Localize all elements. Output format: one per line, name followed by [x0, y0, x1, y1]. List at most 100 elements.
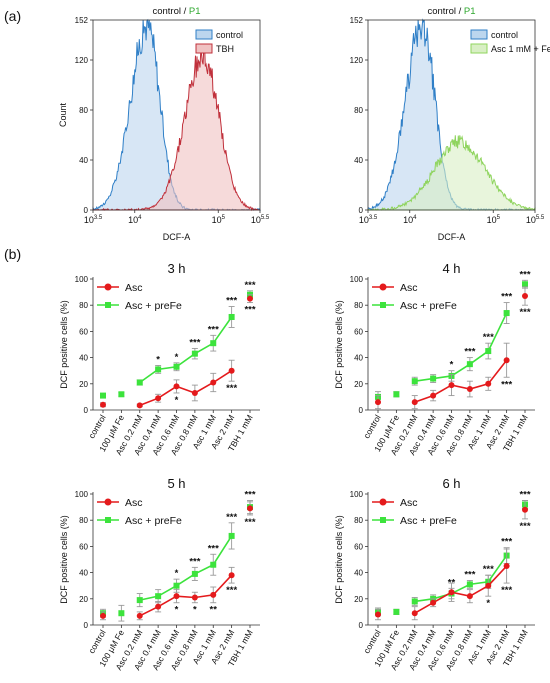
y-tick-label: 40 — [354, 569, 363, 578]
legend-asc-marker — [104, 498, 112, 506]
y-tick-label: 80 — [79, 106, 88, 115]
legend-label: control — [491, 30, 518, 40]
significance-marker: *** — [208, 543, 219, 554]
title-gate: P1 — [189, 6, 201, 17]
y-tick-label: 0 — [84, 621, 89, 630]
legend-asc-marker — [104, 283, 112, 291]
y-tick-label: 152 — [75, 16, 89, 25]
asc-point — [466, 386, 473, 393]
prefe-point — [466, 581, 473, 588]
x-tick-label: 105 — [212, 215, 226, 225]
legend-prefe-label: Asc + preFe — [125, 300, 182, 312]
significance-marker: * — [486, 598, 490, 609]
y-tick-label: 60 — [354, 542, 363, 551]
legend-swatch — [195, 29, 213, 40]
significance-marker: *** — [226, 296, 237, 307]
prefe-point — [191, 350, 198, 357]
legend-asc-label: Asc — [400, 282, 418, 294]
y-tick-label: 40 — [79, 354, 88, 363]
asc-point — [375, 611, 381, 618]
significance-marker: *** — [519, 521, 530, 532]
legend-prefe-label: Asc + preFe — [400, 300, 457, 312]
y-axis-title: Count — [58, 103, 68, 128]
asc-point — [228, 367, 235, 374]
legend-asc-label: Asc — [125, 282, 143, 294]
significance-marker: * — [175, 568, 179, 579]
prefe-point — [155, 593, 162, 600]
y-tick-label: 100 — [350, 490, 364, 499]
legend-prefe-marker — [380, 517, 386, 523]
x-tick-label: 105.5 — [526, 215, 545, 225]
y-tick-label: 40 — [354, 156, 363, 165]
x-tick-label: 104 — [403, 215, 417, 225]
significance-marker: * — [175, 395, 179, 406]
significance-marker: * — [156, 354, 160, 365]
asc-series-line — [414, 565, 508, 614]
prefe-point — [173, 582, 180, 589]
title-separator: / — [181, 6, 189, 17]
y-tick-label: 60 — [79, 542, 88, 551]
significance-marker: * — [175, 605, 179, 616]
x-tick-label: 103.5 — [84, 215, 103, 225]
asc-point — [466, 593, 473, 600]
prefe-point — [393, 391, 400, 398]
x-tick-label: 103.5 — [359, 215, 378, 225]
prefe-point — [466, 361, 473, 368]
significance-marker: *** — [208, 324, 219, 335]
asc-point — [100, 401, 106, 408]
significance-marker: *** — [519, 269, 530, 280]
prefe-point — [411, 598, 418, 605]
y-tick-label: 0 — [84, 206, 89, 215]
asc-point — [430, 599, 437, 606]
title-gate: P1 — [464, 6, 476, 17]
prefe-point — [173, 363, 180, 370]
significance-marker: *** — [501, 585, 512, 596]
prefe-point — [118, 391, 125, 398]
treatment-histogram — [367, 135, 536, 211]
y-axis-title: DCF positive cells (%) — [334, 515, 344, 604]
prefe-point — [522, 281, 528, 288]
y-tick-label: 20 — [79, 595, 88, 604]
legend-prefe-label: Asc + preFe — [125, 515, 182, 527]
prefe-point — [430, 375, 437, 382]
prefe-series-line — [414, 555, 508, 603]
x-tick-label: 105.5 — [251, 215, 270, 225]
y-axis-title: DCF positive cells (%) — [59, 300, 69, 389]
y-tick-label: 20 — [354, 595, 363, 604]
asc-point — [503, 357, 510, 364]
asc-point — [522, 293, 528, 300]
asc-point — [155, 395, 162, 402]
asc-point — [448, 382, 455, 389]
legend-prefe-marker — [380, 302, 386, 308]
asc-point — [485, 582, 492, 589]
y-tick-label: 120 — [75, 56, 89, 65]
y-tick-label: 40 — [354, 354, 363, 363]
panel-label-b: (b) — [4, 246, 22, 262]
asc-point — [485, 380, 492, 387]
significance-marker: *** — [189, 556, 200, 567]
significance-marker: *** — [226, 512, 237, 523]
significance-marker: *** — [244, 305, 255, 316]
significance-marker: *** — [226, 585, 237, 596]
significance-marker: *** — [464, 347, 475, 358]
legend-prefe-label: Asc + preFe — [400, 515, 457, 527]
plot-frame — [92, 19, 261, 211]
prefe-point — [228, 313, 235, 320]
y-tick-label: 100 — [75, 275, 89, 284]
legend-swatch — [470, 43, 488, 54]
legend-label: Asc 1 mM + Fe — [491, 44, 550, 54]
significance-marker: * — [193, 605, 197, 616]
y-tick-label: 0 — [359, 206, 364, 215]
significance-marker: *** — [519, 307, 530, 318]
chart-title: 5 h — [167, 476, 185, 491]
y-tick-label: 80 — [354, 516, 363, 525]
legend-label: control — [216, 30, 243, 40]
prefe-point — [503, 310, 510, 317]
significance-marker: *** — [464, 569, 475, 580]
significance-marker: *** — [226, 383, 237, 394]
asc-point — [503, 563, 510, 570]
significance-marker: * — [450, 360, 454, 371]
y-tick-label: 152 — [350, 16, 364, 25]
significance-marker: ** — [448, 577, 456, 588]
